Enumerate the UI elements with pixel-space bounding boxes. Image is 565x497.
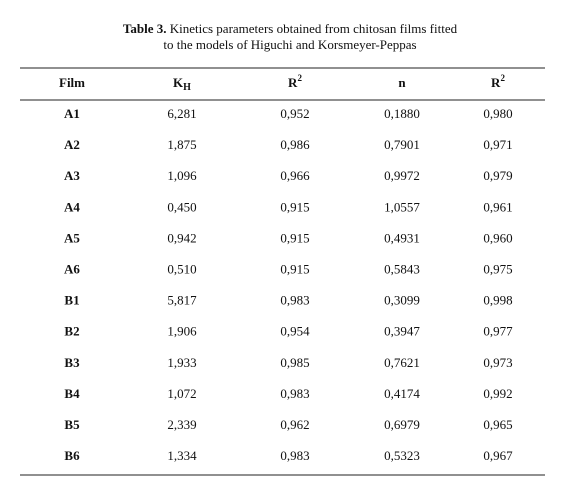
cell: 0,966 (280, 168, 310, 183)
header-subscript: H (183, 82, 191, 93)
cell: 5,817 (167, 293, 197, 308)
cell: 0,4174 (384, 386, 420, 401)
caption-text: Kinetics parameters obtained from chitos… (170, 21, 458, 36)
column-header: Film (59, 75, 85, 90)
cell: 1,0557 (384, 199, 420, 214)
header-base: K (173, 75, 184, 90)
row-label: A5 (64, 230, 80, 245)
cell: 0,985 (280, 355, 309, 370)
header-superscript: 2 (500, 73, 505, 83)
cell: 0,9972 (384, 168, 420, 183)
cell: 0,980 (483, 106, 512, 121)
cell: 0,954 (280, 324, 310, 339)
cell: 0,942 (167, 230, 196, 245)
cell: 0,915 (280, 230, 309, 245)
row-label: A1 (64, 106, 80, 121)
column-header: R2 (491, 73, 505, 90)
cell: 0,979 (483, 168, 512, 183)
cell: 6,281 (167, 106, 196, 121)
cell: 0,973 (483, 355, 512, 370)
cell: 0,3947 (384, 324, 420, 339)
row-label: B5 (64, 417, 80, 432)
caption-label: Table 3. (123, 21, 167, 36)
cell: 1,933 (167, 355, 196, 370)
cell: 0,983 (280, 448, 309, 463)
cell: 0,5323 (384, 448, 420, 463)
cell: 0,961 (483, 199, 512, 214)
header-superscript: 2 (297, 73, 302, 83)
cell: 1,334 (167, 448, 197, 463)
header-base: n (398, 75, 406, 90)
row-label: B4 (64, 386, 80, 401)
cell: 0,965 (483, 417, 512, 432)
cell: 0,975 (483, 261, 512, 276)
cell: 1,072 (167, 386, 196, 401)
column-header: KH (173, 75, 191, 93)
row-label: B2 (64, 324, 79, 339)
column-header: n (398, 75, 406, 90)
row-label: A3 (64, 168, 80, 183)
cell: 0,960 (483, 230, 512, 245)
cell: 0,998 (483, 293, 512, 308)
cell: 1,096 (167, 168, 197, 183)
cell: 0,450 (167, 199, 196, 214)
cell: 0,971 (483, 137, 512, 152)
column-header: R2 (288, 73, 302, 90)
row-label: B1 (64, 293, 79, 308)
cell: 0,977 (483, 324, 513, 339)
cell: 0,7621 (384, 355, 420, 370)
cell: 0,983 (280, 386, 309, 401)
cell: 0,7901 (384, 137, 420, 152)
cell: 0,3099 (384, 293, 420, 308)
cell: 0,967 (483, 448, 513, 463)
row-label: B6 (64, 448, 80, 463)
header-base: R (288, 75, 298, 90)
cell: 0,983 (280, 293, 309, 308)
header-base: R (491, 75, 501, 90)
cell: 0,915 (280, 261, 309, 276)
row-label: B3 (64, 355, 80, 370)
caption-text: to the models of Higuchi and Korsmeyer-P… (163, 37, 416, 52)
cell: 0,962 (280, 417, 309, 432)
header-base: Film (59, 75, 85, 90)
cell: 2,339 (167, 417, 196, 432)
cell: 0,915 (280, 199, 309, 214)
cell: 0,986 (280, 137, 310, 152)
cell: 0,952 (280, 106, 309, 121)
row-label: A6 (64, 261, 80, 276)
cell: 1,906 (167, 324, 197, 339)
cell: 0,5843 (384, 261, 420, 276)
cell: 0,510 (167, 261, 196, 276)
row-label: A4 (64, 199, 80, 214)
cell: 0,992 (483, 386, 512, 401)
cell: 0,6979 (384, 417, 420, 432)
caption: Table 3. Kinetics parameters obtained fr… (123, 21, 458, 36)
cell: 0,1880 (384, 106, 420, 121)
cell: 0,4931 (384, 230, 420, 245)
row-label: A2 (64, 137, 80, 152)
cell: 1,875 (167, 137, 196, 152)
